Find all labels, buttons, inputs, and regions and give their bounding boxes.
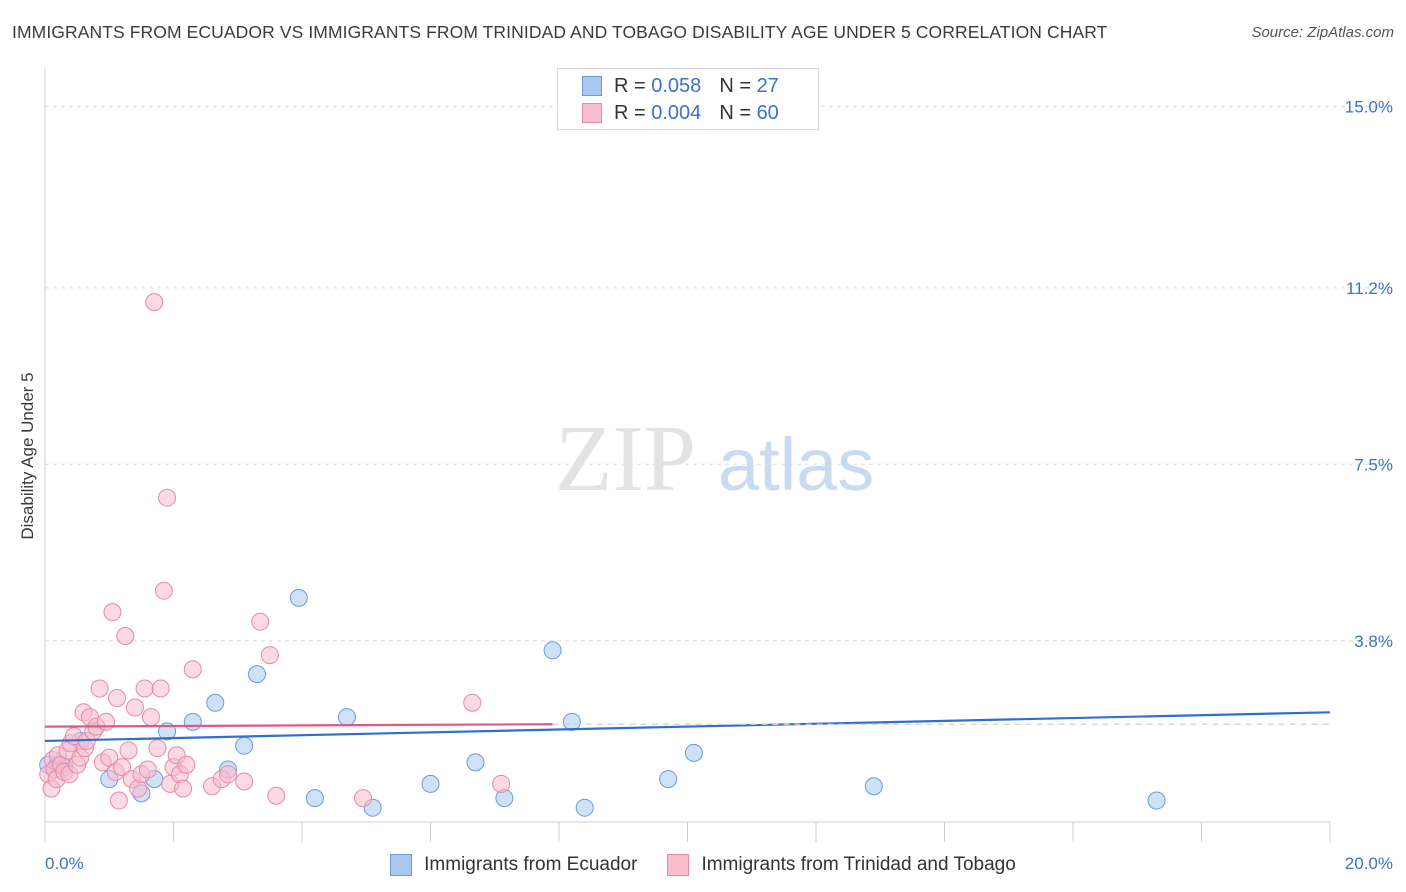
point-trinidad <box>154 581 173 600</box>
point-trinidad <box>267 786 286 805</box>
point-trinidad <box>113 758 132 777</box>
point-trinidad <box>116 627 135 645</box>
stats-row-ecuador: R = 0.058 N = 27 <box>582 73 779 99</box>
tick-labels: 3.8% 7.5% 11.2% 15.0% 0.0% 20.0% <box>45 98 1393 873</box>
point-ecuador <box>562 712 581 731</box>
grid-lines <box>45 106 1390 642</box>
point-trinidad <box>90 679 109 698</box>
watermark-zip: ZIP <box>555 407 696 511</box>
point-trinidad <box>492 774 511 793</box>
legend-swatch-ecuador <box>390 854 413 876</box>
point-trinidad <box>260 646 279 665</box>
n-value-trinidad: 60 <box>756 101 779 124</box>
point-ecuador <box>206 693 225 712</box>
r-label: R = <box>614 101 646 124</box>
point-ecuador <box>864 777 883 796</box>
point-ecuador <box>543 641 562 660</box>
axes <box>44 68 1331 842</box>
legend-label-ecuador: Immigrants from Ecuador <box>424 854 638 875</box>
point-trinidad <box>107 689 126 707</box>
point-ecuador <box>183 712 202 731</box>
legend-label-trinidad: Immigrants from Trinidad and Tobago <box>701 854 1016 875</box>
stats-swatch-ecuador <box>582 76 602 96</box>
point-trinidad <box>103 603 122 622</box>
n-value-ecuador: 27 <box>756 74 779 97</box>
point-trinidad <box>183 660 202 679</box>
point-ecuador <box>575 798 594 817</box>
y-tick-label: 15.0% <box>1345 98 1393 117</box>
point-ecuador <box>684 743 703 762</box>
point-ecuador <box>659 770 678 789</box>
point-ecuador <box>235 736 254 755</box>
trend-line-trinidad <box>44 723 553 728</box>
y-tick-label: 7.5% <box>1354 455 1393 474</box>
point-trinidad <box>174 779 193 798</box>
y-tick-label: 3.8% <box>1354 632 1393 651</box>
point-trinidad <box>148 739 167 758</box>
point-trinidad <box>151 679 170 698</box>
data-points <box>39 293 1166 817</box>
point-trinidad <box>109 791 128 810</box>
point-trinidad <box>177 755 196 774</box>
point-trinidad <box>251 612 270 631</box>
r-label: R = <box>614 74 646 97</box>
chart-title: IMMIGRANTS FROM ECUADOR VS IMMIGRANTS FR… <box>12 22 1108 42</box>
point-ecuador <box>337 708 356 727</box>
r-value-ecuador: 0.058 <box>651 74 702 97</box>
stats-box: R = 0.058 N = 27 R = 0.004 N = 60 <box>557 68 819 130</box>
trend-line-ecuador <box>44 711 1331 743</box>
point-ecuador <box>1147 791 1166 810</box>
n-label: N = <box>719 74 751 97</box>
legend-item-trinidad[interactable]: Immigrants from Trinidad and Tobago <box>667 854 1016 876</box>
point-trinidad <box>158 488 177 507</box>
point-ecuador <box>248 665 267 684</box>
point-trinidad <box>235 772 254 791</box>
stats-row-trinidad: R = 0.004 N = 60 <box>582 100 779 126</box>
stats-swatch-trinidad <box>582 103 602 123</box>
point-trinidad <box>219 765 238 784</box>
legend-item-ecuador[interactable]: Immigrants from Ecuador <box>390 854 637 876</box>
watermark-atlas: atlas <box>718 423 874 506</box>
point-trinidad <box>145 293 164 312</box>
source-label: Source: ZipAtlas.com <box>1251 24 1394 41</box>
point-trinidad <box>135 679 154 698</box>
point-ecuador <box>466 753 485 772</box>
y-tick-label: 11.2% <box>1346 279 1393 298</box>
legend-swatch-trinidad <box>667 854 690 876</box>
r-value-trinidad: 0.004 <box>651 101 702 124</box>
x-tick-label-min: 0.0% <box>45 854 84 873</box>
point-ecuador <box>305 789 324 808</box>
trend-lines <box>44 711 1331 743</box>
x-tick-label-max: 20.0% <box>1345 854 1393 873</box>
point-trinidad <box>354 789 373 808</box>
point-ecuador <box>289 588 308 607</box>
point-trinidad <box>463 693 482 712</box>
point-ecuador <box>421 774 440 793</box>
point-trinidad <box>119 741 138 760</box>
point-trinidad <box>138 760 157 779</box>
legend: Immigrants from Ecuador Immigrants from … <box>0 852 1406 878</box>
point-trinidad <box>125 698 144 717</box>
point-trinidad <box>97 712 116 731</box>
watermark: ZIP atlas <box>555 407 874 511</box>
point-trinidad <box>142 708 161 727</box>
n-label: N = <box>719 101 751 124</box>
